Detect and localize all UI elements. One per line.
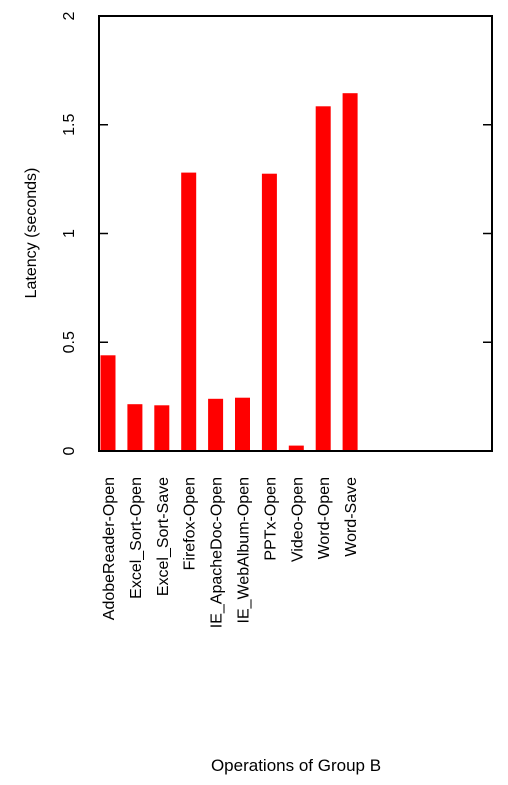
bar-4	[208, 398, 224, 451]
bar-5	[235, 397, 250, 451]
x-tick-label-2: Excel_Sort-Save	[155, 477, 172, 596]
y-axis-ticks: 0 0.5 1 1.5 2	[61, 11, 492, 455]
bar-2	[154, 405, 170, 451]
bar-0	[100, 355, 116, 451]
bar-1	[127, 404, 143, 451]
x-axis-tick-labels: AdobeReader-Open Excel_Sort-Open Excel_Sor…	[101, 477, 360, 628]
x-tick-label-3: Firefox-Open	[182, 477, 199, 570]
y-tick-label-2: 1	[61, 229, 78, 238]
x-tick-label-6: PPTx-Open	[262, 477, 279, 561]
x-tick-label-9: Word-Save	[343, 477, 360, 557]
bar-6	[261, 173, 277, 451]
bar-3	[181, 172, 197, 451]
y-tick-label-1: 0.5	[61, 331, 78, 353]
y-axis-label: Latency (seconds)	[23, 168, 40, 299]
x-tick-label-5: IE_WebAlbum-Open	[236, 477, 253, 623]
bar-9	[342, 93, 358, 451]
x-tick-label-7: Video-Open	[289, 477, 306, 562]
x-tick-label-0: AdobeReader-Open	[101, 477, 118, 620]
bars-group	[100, 93, 358, 452]
x-tick-label-1: Excel_Sort-Open	[128, 477, 145, 599]
x-tick-label-8: Word-Open	[316, 477, 333, 559]
y-tick-label-3: 1.5	[61, 114, 78, 136]
plot-frame	[98, 15, 493, 452]
y-tick-label-4: 2	[61, 11, 78, 20]
bar-7	[288, 445, 304, 451]
y-tick-label-0: 0	[61, 446, 78, 455]
x-tick-label-4: IE_ApacheDoc-Open	[209, 477, 226, 628]
x-axis-label: Operations of Group B	[211, 756, 381, 775]
bar-8	[315, 106, 331, 452]
